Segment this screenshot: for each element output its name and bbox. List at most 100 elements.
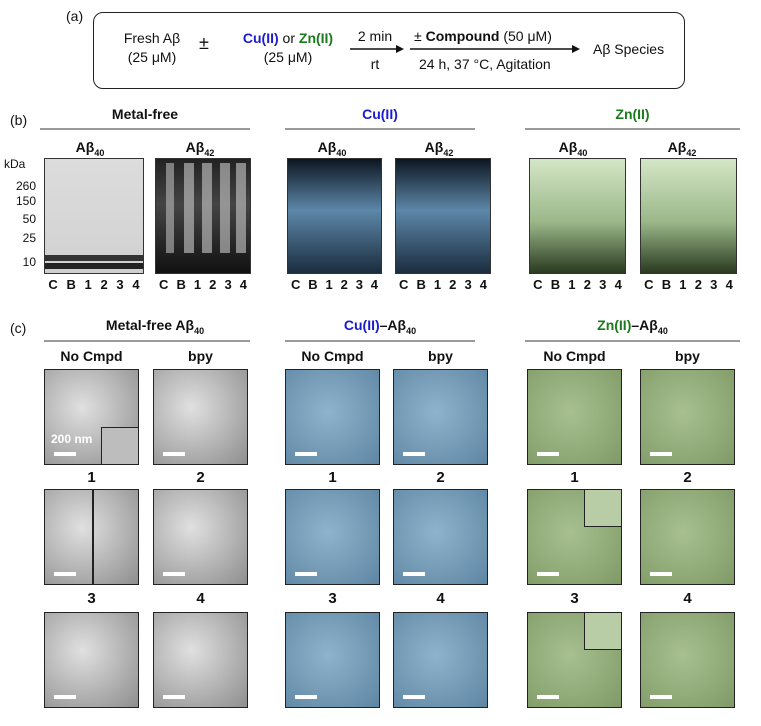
plus-minus-2: ± (414, 28, 422, 44)
gel-image-metal-free-ab40 (44, 158, 144, 274)
scale-bar (295, 572, 317, 576)
tem-image-mf-1 (44, 489, 139, 585)
tem-image-zn-2 (640, 489, 735, 585)
gel-subheader-ab40: Aβ40 (75, 139, 105, 158)
tem-number-4: 4 (196, 590, 205, 607)
gel-subheader-ab42: Aβ42 (667, 139, 697, 158)
scale-bar (163, 695, 185, 699)
step1-time: 2 min (357, 28, 393, 44)
tem-number-4: 4 (436, 590, 445, 607)
panel-a-label: (a) (66, 8, 84, 24)
tem-image-zn-1 (527, 489, 622, 585)
step2-conditions: 24 h, 37 °C, Agitation (419, 56, 551, 72)
abeta-species-label: Aβ Species (593, 41, 665, 57)
scale-bar (537, 572, 559, 576)
tem-image-zn-4 (640, 612, 735, 708)
separator-line (44, 340, 250, 342)
scale-bar (163, 572, 185, 576)
scheme-box (93, 12, 685, 89)
step1-temp: rt (370, 56, 380, 72)
scale-bar (295, 452, 317, 456)
plus-minus-symbol: ± (199, 33, 209, 53)
tem-inset (584, 490, 621, 527)
separator-line (40, 128, 250, 130)
scale-bar (54, 452, 76, 456)
tem-image-cu-4 (393, 612, 488, 708)
tem-header-zn: Zn(II)–Aβ40 (597, 317, 668, 336)
tem-image-cu-no-cmpd (285, 369, 380, 465)
tem-image-mf-3 (44, 612, 139, 708)
tem-number-1: 1 (328, 469, 337, 486)
compound-conc: (50 μM) (503, 28, 552, 44)
tem-image-zn-3 (527, 612, 622, 708)
tem-header-cu: Cu(II)–Aβ40 (343, 317, 417, 336)
scale-bar (537, 452, 559, 456)
ytick-260: 260 (15, 179, 36, 193)
tem-image-zn-bpy (640, 369, 735, 465)
tem-header-metal-free: Metal-free Aβ40 (105, 317, 205, 336)
metal-label: Cu(II) or Zn(II) (228, 30, 348, 46)
tem-image-mf-4 (153, 612, 248, 708)
tem-image-cu-1 (285, 489, 380, 585)
gel-header-zn: Zn(II) (615, 106, 650, 122)
tem-number-3: 3 (87, 590, 96, 607)
gel-subheader-ab42: Aβ42 (185, 139, 215, 158)
gel-subheader-ab40: Aβ40 (317, 139, 347, 158)
tem-number-2: 2 (683, 469, 692, 486)
gel-header-cu: Cu(II) (362, 106, 398, 122)
scale-bar (54, 695, 76, 699)
fresh-abeta-conc: (25 μM) (127, 49, 177, 65)
gel-header-metal-free: Metal-free (111, 106, 179, 122)
kda-label: kDa (4, 157, 26, 171)
tem-number-1: 1 (87, 469, 96, 486)
gel-subheader-ab42: Aβ42 (424, 139, 454, 158)
tem-number-2: 2 (436, 469, 445, 486)
ytick-150: 150 (15, 194, 36, 208)
fresh-abeta-label: Fresh Aβ (123, 30, 181, 46)
arrow-1-icon (350, 45, 404, 53)
gel-image-metal-free-ab42 (155, 158, 251, 274)
compound-label: ± Compound (50 μM) (414, 28, 552, 44)
gel-image-zn-ab40 (529, 158, 626, 274)
gel-subheader-ab40: Aβ40 (558, 139, 588, 158)
tem-number-4: 4 (683, 590, 692, 607)
scale-bar (403, 572, 425, 576)
tem-image-cu-2 (393, 489, 488, 585)
tem-image-zn-no-cmpd (527, 369, 622, 465)
panel-b-label: (b) (10, 112, 28, 128)
tem-image-mf-bpy (153, 369, 248, 465)
tem-image-mf-no-cmpd: 200 nm (44, 369, 139, 465)
scale-bar (403, 452, 425, 456)
scale-bar (650, 452, 672, 456)
separator-line (525, 340, 740, 342)
ytick-50: 50 (22, 212, 36, 226)
gel-image-cu-ab40 (287, 158, 382, 274)
scale-bar-label: 200 nm (51, 432, 93, 446)
scale-bar (295, 695, 317, 699)
scale-bar (403, 695, 425, 699)
tem-image-cu-3 (285, 612, 380, 708)
compound-word: Compound (425, 28, 500, 44)
col-no-cmpd: No Cmpd (301, 348, 364, 364)
scale-bar (54, 572, 76, 576)
separator-line (285, 128, 475, 130)
separator-line (525, 128, 740, 130)
separator-line (285, 340, 475, 342)
zn-label: Zn(II) (298, 30, 334, 46)
tem-number-3: 3 (570, 590, 579, 607)
panel-c-label: (c) (10, 320, 27, 336)
tem-number-3: 3 (328, 590, 337, 607)
split-divider (92, 490, 94, 584)
col-bpy: bpy (188, 348, 213, 364)
col-no-cmpd: No Cmpd (543, 348, 606, 364)
arrow-2-icon (410, 45, 580, 53)
cu-label: Cu(II) (242, 30, 279, 46)
scale-bar (650, 572, 672, 576)
tem-inset (584, 613, 621, 650)
